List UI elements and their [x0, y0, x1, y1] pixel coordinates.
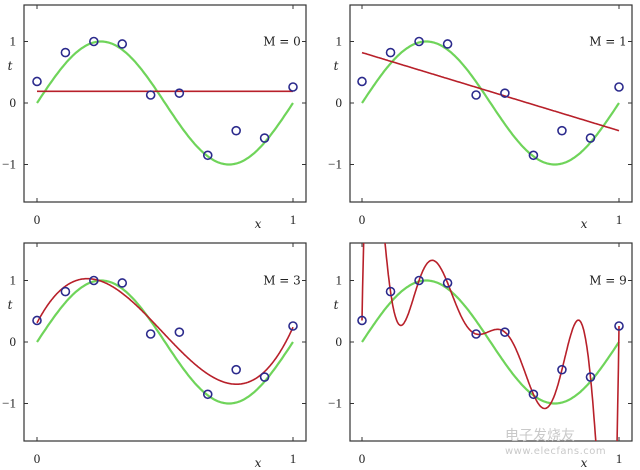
y-axis-label: t [8, 59, 13, 73]
data-point [357, 76, 367, 87]
data-point [385, 286, 396, 297]
data-point [117, 39, 128, 49]
model-order-label: M = 0 [263, 35, 301, 49]
panel-m3: 1 0 −1 0 1 t x M = 3 [2, 242, 307, 470]
data-point [557, 364, 567, 375]
plot-curves [24, 5, 306, 202]
data-point [145, 329, 156, 339]
watermark-url: www.elecfans.com [505, 446, 607, 457]
fitted-polynomial-curve [361, 243, 620, 441]
x-tick-0: 0 [359, 451, 366, 466]
data-point [32, 315, 42, 326]
data-point [442, 278, 453, 288]
true-function-curve [36, 40, 294, 166]
data-point [117, 278, 128, 288]
data-point [259, 133, 270, 143]
y-axis-label: t [334, 298, 339, 312]
true-function-curve [361, 279, 620, 405]
data-point [259, 372, 270, 382]
plot-curves [350, 243, 632, 441]
x-tick-1: 1 [616, 212, 623, 227]
data-point [32, 76, 42, 87]
plot-curves [24, 243, 306, 441]
x-tick-0: 0 [359, 212, 366, 227]
y-tick-0: 0 [336, 334, 343, 349]
fitted-polynomial-curve [361, 51, 620, 132]
x-axis-label: x [581, 217, 588, 231]
fitted-polynomial-curve [36, 277, 294, 385]
true-function-curve [36, 279, 294, 405]
y-tick-0: 0 [10, 95, 17, 110]
data-point [174, 327, 185, 337]
data-point [585, 372, 596, 382]
y-tick-1: 1 [336, 34, 343, 49]
data-point [614, 321, 624, 331]
data-point [231, 364, 241, 375]
x-axis-label: x [255, 456, 262, 470]
y-tick-minus-1: −1 [328, 396, 342, 411]
data-point [357, 315, 367, 326]
panel-m0: 1 0 −1 0 1 t x M = 0 [2, 4, 307, 231]
model-order-label: M = 1 [589, 35, 627, 49]
x-tick-0: 0 [34, 212, 41, 227]
y-tick-1: 1 [10, 273, 17, 288]
watermark-text: 电子发烧友 [505, 428, 575, 444]
data-point [442, 39, 453, 49]
x-tick-0: 0 [34, 451, 41, 466]
plot-curves [350, 5, 632, 202]
y-tick-0: 0 [10, 334, 17, 349]
x-axis-label: x [581, 456, 588, 470]
data-point [89, 36, 99, 47]
data-point [500, 88, 510, 98]
y-tick-1: 1 [10, 34, 17, 49]
data-point [202, 389, 213, 400]
data-point [614, 82, 624, 92]
y-tick-minus-1: −1 [328, 157, 342, 172]
data-point [145, 90, 156, 100]
y-tick-minus-1: −1 [2, 157, 16, 172]
data-point [174, 88, 185, 98]
data-point [414, 275, 424, 286]
model-order-label: M = 9 [589, 274, 627, 288]
data-point [500, 327, 510, 337]
y-axis-label: t [334, 59, 339, 73]
panel-m9: 1 0 −1 0 1 t x M = 9 [328, 242, 633, 470]
model-order-label: M = 3 [263, 274, 301, 288]
x-axis-label: x [255, 217, 262, 231]
data-point [288, 321, 298, 331]
true-function-curve [361, 40, 620, 166]
data-point [231, 125, 241, 136]
data-point [471, 329, 481, 339]
data-point [89, 275, 99, 286]
y-tick-minus-1: −1 [2, 396, 16, 411]
x-tick-1: 1 [290, 451, 297, 466]
data-point [288, 82, 298, 92]
data-point [60, 286, 71, 297]
data-point [60, 47, 71, 58]
data-point [202, 150, 213, 161]
data-point [528, 389, 539, 400]
watermark: 电子发烧友 www.elecfans.com [505, 428, 606, 460]
data-point [528, 150, 539, 161]
data-point [414, 36, 424, 47]
x-tick-1: 1 [290, 212, 297, 227]
x-tick-1: 1 [616, 451, 623, 466]
y-axis-label: t [8, 298, 13, 312]
data-point [585, 133, 596, 143]
data-point [471, 90, 481, 100]
data-point [557, 125, 567, 136]
y-tick-1: 1 [336, 273, 343, 288]
data-point [385, 47, 396, 58]
y-tick-0: 0 [336, 95, 343, 110]
panel-m1: 1 0 −1 0 1 t x M = 1 [328, 4, 633, 231]
